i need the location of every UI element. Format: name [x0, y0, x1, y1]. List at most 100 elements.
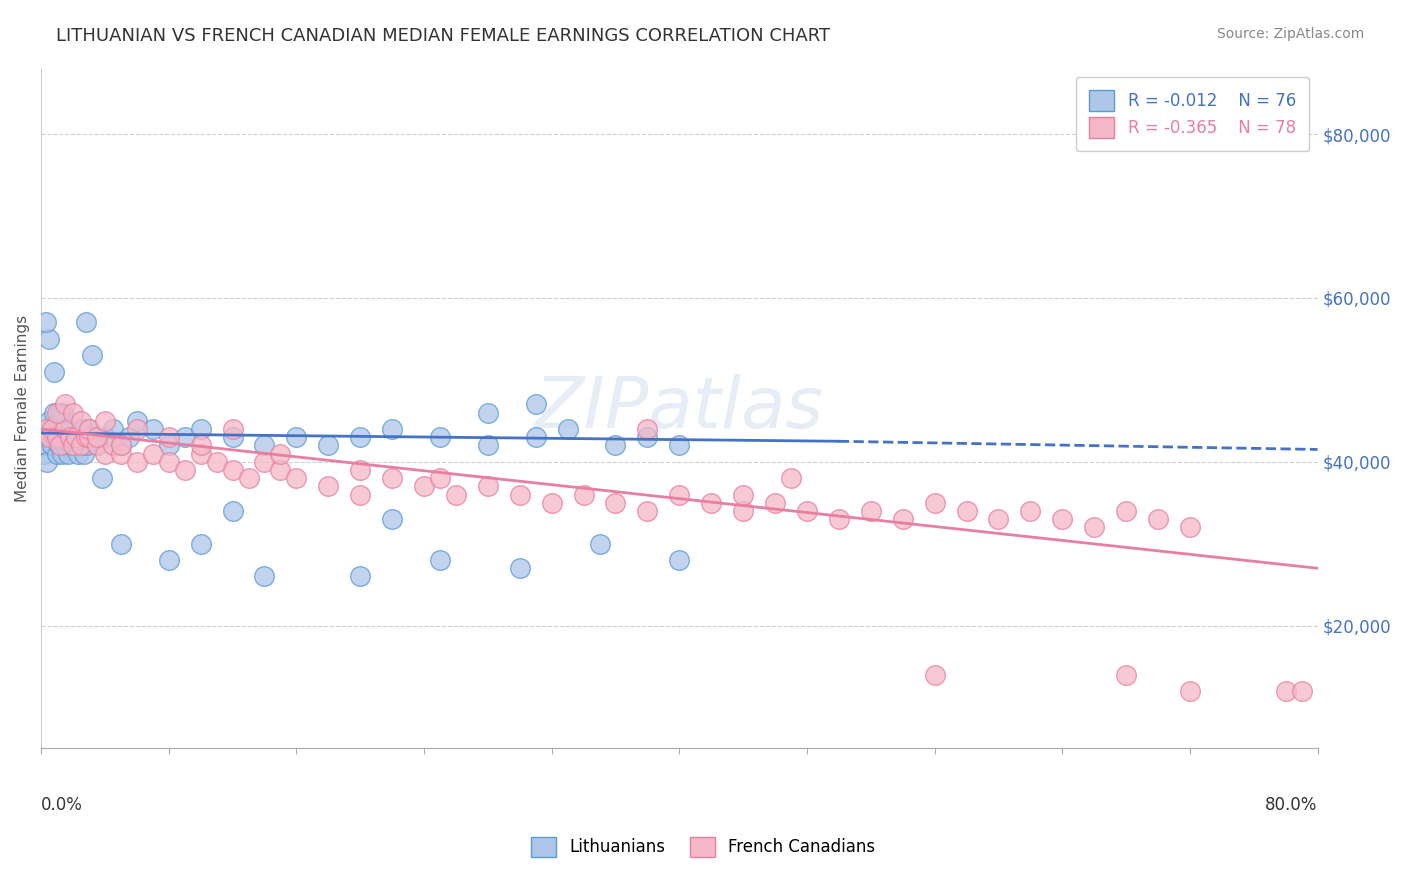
Point	[53, 422, 76, 436]
Point	[318, 438, 340, 452]
Point	[429, 553, 451, 567]
Point	[38, 430, 60, 444]
Point	[110, 536, 132, 550]
Point	[349, 430, 371, 444]
Point	[253, 438, 276, 452]
Point	[205, 455, 228, 469]
Point	[668, 487, 690, 501]
Point	[381, 471, 404, 485]
Point	[285, 430, 308, 444]
Point	[157, 438, 180, 452]
Point	[1019, 504, 1042, 518]
Point	[173, 463, 195, 477]
Point	[238, 471, 260, 485]
Point	[924, 667, 946, 681]
Point	[42, 365, 65, 379]
Point	[62, 430, 84, 444]
Point	[67, 430, 90, 444]
Point	[77, 422, 100, 436]
Point	[157, 553, 180, 567]
Point	[72, 422, 94, 436]
Point	[62, 438, 84, 452]
Point	[477, 406, 499, 420]
Point	[55, 430, 77, 444]
Point	[62, 406, 84, 420]
Point	[700, 496, 723, 510]
Point	[58, 446, 80, 460]
Point	[557, 422, 579, 436]
Point	[94, 414, 117, 428]
Point	[75, 430, 97, 444]
Point	[38, 430, 60, 444]
Point	[53, 422, 76, 436]
Point	[66, 446, 89, 460]
Point	[636, 422, 658, 436]
Point	[49, 406, 72, 420]
Point	[110, 438, 132, 452]
Point	[733, 487, 755, 501]
Point	[77, 430, 100, 444]
Point	[125, 422, 148, 436]
Point	[157, 430, 180, 444]
Point	[86, 438, 108, 452]
Point	[110, 438, 132, 452]
Point	[190, 536, 212, 550]
Point	[253, 569, 276, 583]
Point	[60, 438, 83, 452]
Point	[269, 463, 291, 477]
Point	[35, 316, 58, 330]
Point	[35, 422, 58, 436]
Legend: Lithuanians, French Canadians: Lithuanians, French Canadians	[517, 823, 889, 871]
Point	[1083, 520, 1105, 534]
Point	[46, 422, 69, 436]
Point	[101, 438, 124, 452]
Point	[82, 348, 104, 362]
Point	[285, 471, 308, 485]
Point	[796, 504, 818, 518]
Point	[41, 438, 63, 452]
Point	[444, 487, 467, 501]
Point	[52, 422, 75, 436]
Point	[52, 406, 75, 420]
Point	[429, 430, 451, 444]
Point	[63, 438, 86, 452]
Point	[46, 446, 69, 460]
Point	[34, 446, 56, 460]
Point	[125, 414, 148, 428]
Point	[221, 504, 243, 518]
Point	[53, 397, 76, 411]
Point	[588, 536, 610, 550]
Point	[1115, 504, 1137, 518]
Point	[636, 504, 658, 518]
Point	[349, 569, 371, 583]
Point	[142, 446, 165, 460]
Point	[859, 504, 882, 518]
Point	[94, 446, 117, 460]
Point	[636, 430, 658, 444]
Point	[221, 422, 243, 436]
Point	[605, 496, 627, 510]
Point	[94, 430, 117, 444]
Point	[349, 463, 371, 477]
Point	[86, 438, 108, 452]
Point	[763, 496, 786, 510]
Point	[76, 438, 98, 452]
Text: 0.0%: 0.0%	[41, 796, 83, 814]
Point	[1178, 520, 1201, 534]
Point	[1115, 667, 1137, 681]
Point	[1178, 684, 1201, 698]
Point	[73, 446, 96, 460]
Point	[77, 422, 100, 436]
Point	[733, 504, 755, 518]
Point	[509, 487, 531, 501]
Point	[46, 430, 69, 444]
Point	[1274, 684, 1296, 698]
Point	[46, 406, 69, 420]
Point	[90, 471, 112, 485]
Point	[381, 512, 404, 526]
Point	[477, 479, 499, 493]
Text: ZIPatlas: ZIPatlas	[534, 374, 824, 443]
Point	[35, 438, 58, 452]
Point	[38, 332, 60, 346]
Point	[253, 455, 276, 469]
